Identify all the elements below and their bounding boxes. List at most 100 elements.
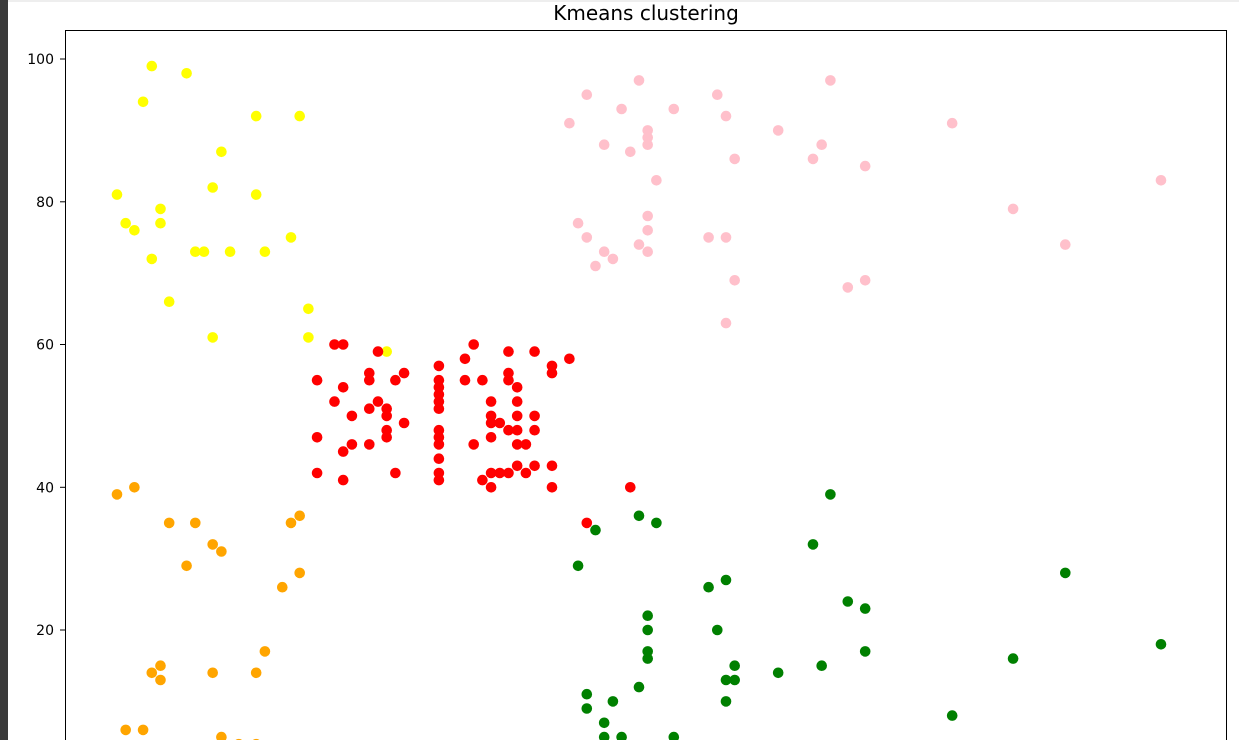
data-point xyxy=(468,339,480,350)
data-point xyxy=(1155,639,1167,650)
data-point xyxy=(120,724,131,736)
data-point xyxy=(129,225,140,236)
data-point xyxy=(433,403,445,415)
data-point xyxy=(294,510,306,522)
data-point xyxy=(468,439,480,450)
y-tick-label: 40 xyxy=(36,480,54,496)
window-top-edge xyxy=(8,0,1239,2)
data-point xyxy=(155,660,166,671)
data-point xyxy=(616,103,627,115)
data-point xyxy=(250,110,262,122)
data-point xyxy=(433,474,445,486)
data-point xyxy=(625,146,636,158)
data-point xyxy=(155,217,166,229)
data-point xyxy=(607,696,619,707)
window-left-edge xyxy=(0,0,8,740)
data-point xyxy=(729,674,740,686)
data-point xyxy=(946,117,958,129)
data-point xyxy=(207,332,218,343)
data-point xyxy=(642,653,653,664)
y-tick-label: 100 xyxy=(27,52,54,68)
data-point xyxy=(433,360,445,372)
data-point xyxy=(520,467,532,479)
data-point xyxy=(546,460,558,472)
data-point xyxy=(642,225,653,236)
data-point xyxy=(390,467,401,479)
data-point xyxy=(703,581,714,593)
data-point xyxy=(529,410,540,422)
data-point xyxy=(503,424,514,436)
data-point xyxy=(120,217,131,229)
plot-frame xyxy=(65,30,1227,740)
data-point xyxy=(503,367,514,379)
data-point xyxy=(129,482,140,493)
data-point xyxy=(390,374,401,386)
data-point xyxy=(111,489,123,500)
data-point xyxy=(651,175,662,186)
data-point xyxy=(485,410,497,422)
data-point xyxy=(250,189,262,200)
data-point xyxy=(825,489,836,500)
data-point xyxy=(642,210,653,222)
data-point xyxy=(1007,653,1019,664)
data-point xyxy=(494,467,506,479)
data-point xyxy=(772,125,784,136)
data-point xyxy=(642,624,653,636)
y-tick-label: 60 xyxy=(36,338,54,354)
data-point xyxy=(485,482,497,493)
data-point xyxy=(712,624,723,636)
data-point xyxy=(146,253,158,265)
data-point xyxy=(720,317,732,329)
data-point xyxy=(303,332,314,343)
data-point xyxy=(346,410,358,422)
data-point xyxy=(816,139,827,150)
data-point xyxy=(216,731,227,740)
data-point xyxy=(459,374,471,386)
data-point xyxy=(207,539,218,550)
data-point xyxy=(485,467,497,479)
data-point xyxy=(807,539,819,550)
data-point xyxy=(433,439,445,450)
data-point xyxy=(729,660,740,671)
data-point xyxy=(772,667,784,679)
data-point xyxy=(337,446,349,457)
data-point xyxy=(285,232,297,243)
data-point xyxy=(651,517,662,529)
data-point xyxy=(598,139,610,150)
data-point xyxy=(1155,175,1167,186)
data-point xyxy=(546,482,558,493)
y-tick-label: 20 xyxy=(36,623,54,639)
data-point xyxy=(729,153,740,165)
data-point xyxy=(381,424,393,436)
data-point xyxy=(842,282,854,293)
data-point xyxy=(581,703,593,714)
data-point xyxy=(703,232,714,243)
data-point xyxy=(529,460,540,472)
data-point xyxy=(946,710,958,721)
data-point xyxy=(137,724,149,736)
data-point xyxy=(720,696,732,707)
y-axis: 20 40 60 80 100 xyxy=(27,52,66,639)
data-point xyxy=(277,581,288,593)
data-point xyxy=(294,110,306,122)
data-point xyxy=(337,382,349,393)
data-point xyxy=(511,382,523,393)
data-point xyxy=(459,353,471,365)
data-point xyxy=(590,524,601,536)
data-point xyxy=(337,474,349,486)
data-point xyxy=(598,246,610,257)
data-point xyxy=(807,153,819,165)
data-point xyxy=(546,367,558,379)
data-point xyxy=(511,410,523,422)
data-point xyxy=(181,560,192,572)
data-point xyxy=(668,103,680,115)
data-points xyxy=(111,60,1167,740)
data-point xyxy=(311,432,323,443)
data-point xyxy=(720,232,732,243)
data-point xyxy=(190,246,201,257)
data-point xyxy=(633,510,645,522)
data-point xyxy=(494,417,506,429)
data-point xyxy=(529,346,540,357)
data-point xyxy=(720,110,732,122)
